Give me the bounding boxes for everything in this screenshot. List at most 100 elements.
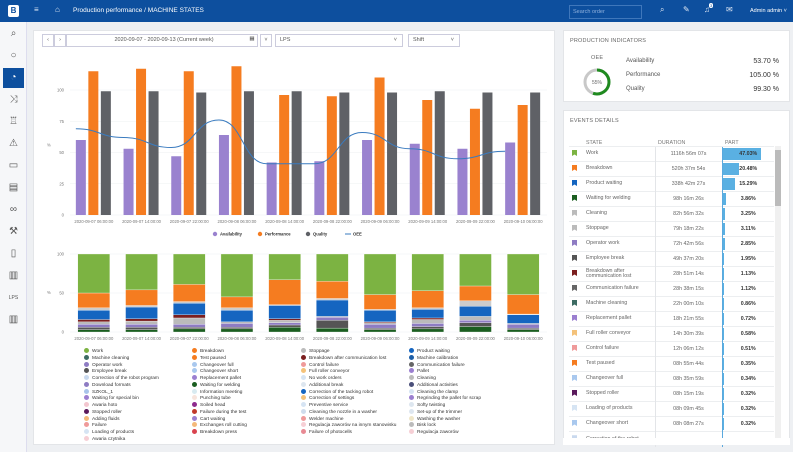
search-input[interactable]: Search order bbox=[569, 5, 642, 19]
event-row[interactable]: Machine cleaning 22h 00m 10s 0.86% bbox=[569, 296, 774, 312]
monitor-icon[interactable]: ▭ bbox=[8, 160, 19, 171]
legend-item[interactable]: Bisk lock bbox=[409, 422, 481, 429]
legend-item[interactable]: Adding fluids bbox=[84, 415, 159, 423]
app-logo[interactable]: B bbox=[8, 5, 19, 17]
shuffle-icon[interactable]: ⤨ bbox=[9, 94, 18, 105]
legend-item[interactable]: Awaria czytnika bbox=[84, 435, 159, 443]
legend-item[interactable]: Cleaning the clamp bbox=[409, 388, 481, 396]
legend-item[interactable]: Regulacja zaworów bbox=[409, 429, 481, 436]
legend-item[interactable]: Changeover short bbox=[192, 368, 247, 375]
legend-item[interactable]: Test paused bbox=[192, 354, 247, 362]
event-row[interactable]: Stoppage 79h 18m 22s 3.11% bbox=[569, 221, 774, 237]
event-row[interactable]: Stopped roller 08h 15m 19s 0.32% bbox=[569, 386, 774, 402]
legend-item[interactable]: Failure of photocells bbox=[301, 429, 396, 436]
event-row[interactable]: Breakdown 520h 37m 54s 20.48% bbox=[569, 161, 774, 177]
event-row[interactable]: Full roller conveyor 14h 30m 39s 0.58% bbox=[569, 326, 774, 342]
legend-item[interactable]: SZKOL_1 bbox=[84, 388, 159, 396]
pencil-icon[interactable]: ✎ bbox=[683, 5, 690, 14]
event-row[interactable]: Test paused 08h 55m 44s 0.35% bbox=[569, 356, 774, 372]
legend-item[interactable]: Correction of the tacking robot bbox=[301, 388, 396, 396]
mail-icon[interactable]: ✉ bbox=[726, 5, 733, 14]
calendar-icon[interactable]: ▦ bbox=[249, 36, 255, 42]
legend-item[interactable]: Cart waiting bbox=[192, 415, 247, 423]
event-row[interactable]: Cleaning 82h 56m 32s 3.25% bbox=[569, 206, 774, 222]
warning-icon[interactable]: ⚠ bbox=[9, 138, 18, 149]
event-row[interactable]: Waiting for welding 98h 16m 26s 3.86% bbox=[569, 191, 774, 207]
event-row[interactable]: Communication failure 28h 38m 15s 1.12% bbox=[569, 281, 774, 297]
event-row[interactable]: Work 1116h 56m 07s 47.03% bbox=[569, 146, 774, 162]
search-icon[interactable]: ⌕ bbox=[10, 28, 17, 39]
legend-item[interactable]: Machine cleaning bbox=[84, 354, 159, 362]
event-row[interactable]: Loading of products 08h 09m 45s 0.32% bbox=[569, 401, 774, 417]
event-row[interactable]: Changeover full 08h 35m 59s 0.34% bbox=[569, 371, 774, 387]
legend-item[interactable]: Full roller conveyor bbox=[301, 368, 396, 375]
scrollbar-thumb[interactable] bbox=[775, 150, 781, 206]
legend-item[interactable]: Control failure bbox=[301, 361, 396, 369]
date-range-input[interactable]: 2020-09-07 - 2020-09-13 (Current week) bbox=[66, 34, 258, 47]
legend-item[interactable]: Regulacja zaworów na innym stanowisku bbox=[301, 422, 396, 429]
legend-item[interactable]: Correction of settings bbox=[301, 395, 396, 402]
bell-icon[interactable]: ♫ bbox=[704, 5, 710, 14]
legend-item[interactable]: Waiting for welding bbox=[192, 381, 247, 389]
gauge-icon[interactable]: ◔ bbox=[3, 68, 24, 88]
legend-item[interactable]: Information meeting bbox=[192, 388, 247, 396]
line-select[interactable]: LPS ˅ bbox=[275, 34, 403, 47]
legend-item[interactable]: Failure during the test bbox=[192, 408, 247, 416]
legend-item[interactable]: Replacement pallet bbox=[192, 375, 247, 382]
legend-item[interactable]: Welder machine bbox=[301, 415, 396, 423]
date-dropdown[interactable]: ˅ bbox=[260, 34, 272, 47]
legend-item[interactable]: Failure bbox=[84, 422, 159, 429]
event-row[interactable]: Operator work 72h 42m 56s 2.85% bbox=[569, 236, 774, 252]
legend-item[interactable]: Soiled head bbox=[192, 402, 247, 409]
book-icon[interactable]: ▥ bbox=[8, 314, 19, 325]
legend-item[interactable]: Breakdown after communication lost bbox=[301, 354, 396, 362]
legend-item[interactable]: Set-up of the trimmer bbox=[409, 408, 481, 416]
trophy-icon[interactable]: ♖ bbox=[9, 116, 18, 127]
legend-item[interactable]: Correction of the robot program bbox=[84, 375, 159, 382]
legend-item[interactable]: Pallet bbox=[409, 368, 481, 375]
legend-item[interactable]: Stoppage bbox=[301, 348, 396, 355]
legend-item[interactable]: Employee break bbox=[84, 368, 159, 375]
legend-item[interactable]: Work bbox=[84, 348, 159, 355]
legend-item[interactable]: Stopped roller bbox=[84, 408, 159, 416]
legend-item[interactable]: Additional break bbox=[301, 381, 396, 389]
legend-item[interactable]: Regrinding the pallet for scrap bbox=[409, 395, 481, 402]
link-icon[interactable]: ∞ bbox=[9, 204, 18, 215]
legend-item[interactable]: Download formats bbox=[84, 381, 159, 389]
legend-item[interactable]: Awaria hoto bbox=[84, 402, 159, 409]
legend-item[interactable]: Operator work bbox=[84, 361, 159, 369]
legend-item[interactable]: Machine calibration bbox=[409, 354, 481, 362]
prev-button[interactable]: ‹ bbox=[42, 34, 54, 47]
menu-icon[interactable]: ≡ bbox=[34, 5, 39, 14]
wrench-icon[interactable]: ⚒ bbox=[9, 226, 18, 237]
lps-icon[interactable]: LPS bbox=[8, 295, 19, 301]
event-row[interactable]: Control failure 12h 06m 12s 0.51% bbox=[569, 341, 774, 357]
user-menu[interactable]: Admin admin ˅ bbox=[750, 8, 787, 14]
shift-select[interactable]: Shift ˅ bbox=[408, 34, 460, 47]
events-scrollbar[interactable] bbox=[775, 146, 781, 438]
legend-item[interactable]: Product waiting bbox=[409, 348, 481, 355]
legend-item[interactable]: Cleaning bbox=[409, 375, 481, 382]
legend-item[interactable]: Changeover full bbox=[192, 361, 247, 369]
file-icon[interactable]: ▯ bbox=[10, 248, 17, 259]
col-part[interactable]: PART bbox=[725, 140, 739, 146]
legend-item[interactable]: No work orders bbox=[301, 375, 396, 382]
col-duration[interactable]: DURATION bbox=[658, 140, 686, 146]
book-icon[interactable]: ▥ bbox=[8, 270, 19, 281]
legend-item[interactable]: Punching tube bbox=[192, 395, 247, 402]
event-row[interactable]: Product waiting 338h 42m 27s 15.29% bbox=[569, 176, 774, 192]
legend-item[interactable]: Breakdown bbox=[192, 348, 247, 355]
legend-item[interactable]: Waiting for special bin bbox=[84, 395, 159, 402]
event-row[interactable]: Replacement pallet 18h 21m 55s 0.72% bbox=[569, 311, 774, 327]
legend-item[interactable]: Exchanges roll cutting bbox=[192, 422, 247, 429]
next-button[interactable]: › bbox=[54, 34, 66, 47]
legend-item[interactable]: Loading of products bbox=[84, 429, 159, 436]
document-icon[interactable]: ▤ bbox=[8, 182, 19, 193]
legend-item[interactable]: Cleaning the nozzle in a washer bbox=[301, 408, 396, 416]
event-row[interactable]: Changeover short 08h 08m 27s 0.32% bbox=[569, 416, 774, 432]
event-row[interactable]: Breakdown after communication lost 28h 5… bbox=[569, 266, 774, 282]
legend-item[interactable]: Additional activities bbox=[409, 381, 481, 389]
home-icon[interactable]: ⌂ bbox=[55, 5, 60, 14]
circle-icon[interactable]: ○ bbox=[10, 50, 17, 61]
legend-item[interactable]: Washing the washer bbox=[409, 415, 481, 423]
